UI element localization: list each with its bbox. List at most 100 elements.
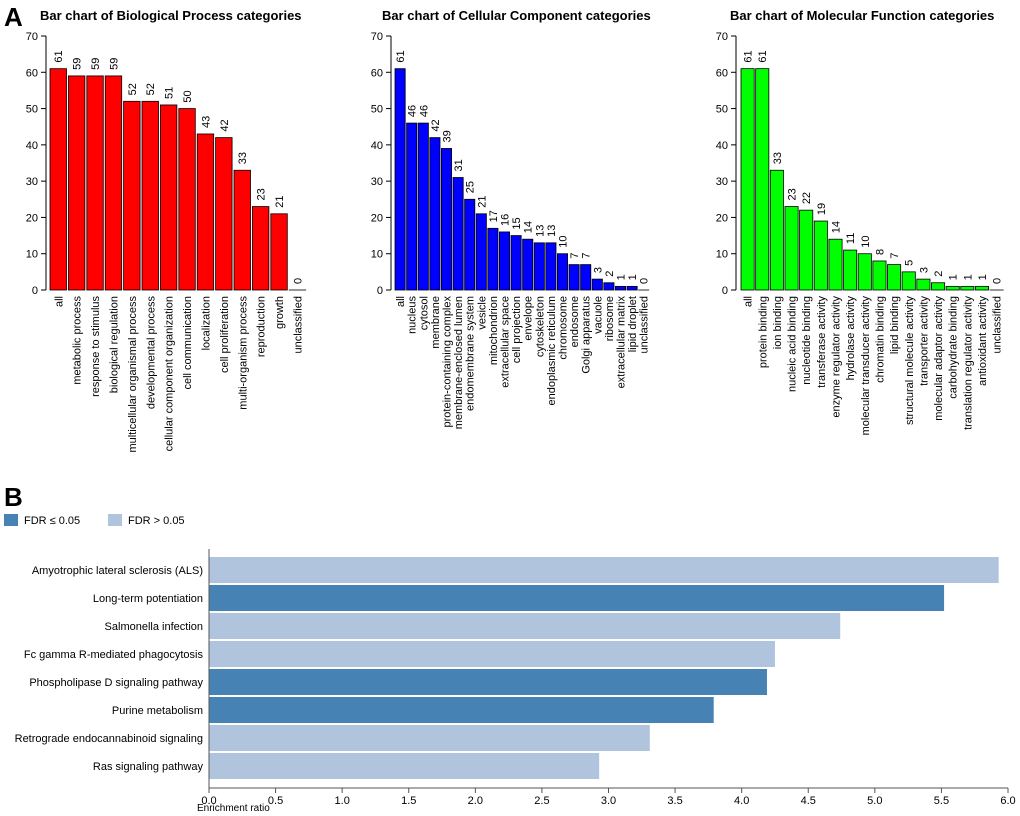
x-tick-label: molecular adaptor activity [933,296,945,421]
bar [975,285,990,291]
data-label: 61 [395,50,407,62]
data-label: 1 [977,274,989,280]
data-label: 14 [831,221,843,233]
y-tick-label: 0 [32,285,38,297]
bar [580,264,592,291]
bar [945,285,960,291]
chart-enrichment: FDR ≤ 0.05 FDR > 0.05 Amyotrophic lateral … [4,514,1016,814]
x-tick-label: chromosome [558,296,570,360]
x-tick-label: protein-containing complex [442,296,454,428]
x-tick-label: all [743,296,755,307]
y-tick-label: 50 [26,104,38,116]
bar [931,282,946,291]
x-tick-label: nucleic acid binding [787,296,799,392]
bar [215,137,233,291]
bar [104,75,123,291]
data-label: 39 [442,130,454,142]
y-tick-label: 50 [716,104,728,116]
data-label: 1 [962,274,974,280]
x-tick-label: envelope [523,296,535,341]
y-tick-label: Retrograde endocannabinoid signaling [15,733,203,745]
data-label: 19 [816,203,828,215]
data-label: 46 [407,105,419,117]
bar [68,75,86,291]
y-tick-label: Purine metabolism [112,705,203,717]
x-tick-label: cytoskeleton [534,296,546,357]
data-label: 46 [418,105,430,117]
data-label: 2 [604,271,616,277]
data-label: 59 [72,58,84,70]
bar [740,68,755,291]
data-label: 51 [164,87,176,99]
x-tick-label: 6.0 [1000,795,1015,807]
x-tick-label: extracellular space [500,296,512,388]
x-tick-label: endomembrane system [465,296,477,411]
x-tick-label: 2.5 [534,795,549,807]
x-tick-label: reproduction [256,296,268,357]
data-label: 17 [488,210,500,222]
x-tick-label: 0.0 [201,795,216,807]
bar [196,133,215,291]
bar [916,278,931,291]
data-label: 21 [274,196,286,208]
bar [123,100,141,291]
data-label: 2 [933,271,945,277]
x-tick-label: biological regulation [108,296,120,393]
chart-molecular-function: Bar chart of Molecular Function categori… [716,8,1004,435]
data-label: 31 [453,159,465,171]
data-label: 61 [53,50,65,62]
chart-title: Bar chart of Molecular Function categori… [730,8,994,23]
y-tick-label: 20 [26,212,38,224]
data-label: 16 [500,214,512,226]
chart-title: Bar chart of Cellular Component categori… [382,8,651,23]
y-tick-label: 70 [26,31,38,43]
bar [626,285,638,291]
data-label: 0 [639,278,651,284]
x-tick-label: lipid droplet [627,296,639,352]
x-tick-label: cellular component organization [164,296,176,451]
x-tick-label: ribosome [604,296,616,341]
y-tick-label: 50 [371,104,383,116]
data-label: 1 [616,274,628,280]
x-tick-label: response to stimulus [90,296,102,397]
data-label: 33 [237,152,249,164]
x-tick-label: structural molecule activity [904,296,916,425]
legend-swatch [108,514,122,526]
x-tick-label: cell projection [511,296,523,363]
bar [545,242,557,291]
x-tick-label: 4.5 [801,795,816,807]
bar [209,641,775,667]
x-tick-label: lipid binding [889,296,901,354]
y-tick-label: Amyotrophic lateral sclerosis (ALS) [32,565,203,577]
x-tick-label: 4.0 [734,795,749,807]
bar [487,227,499,291]
x-tick-label: extracellular matrix [616,296,628,389]
x-tick-label: 3.0 [601,795,616,807]
data-label: 7 [889,252,901,258]
y-tick-label: 70 [371,31,383,43]
y-tick-label: 30 [716,176,728,188]
y-tick-label: 30 [26,176,38,188]
bar [828,238,843,291]
bar [887,264,902,291]
data-label: 0 [292,278,304,284]
y-tick-label: 0 [722,285,728,297]
data-label: 7 [569,252,581,258]
bar [417,122,429,291]
bar [872,260,887,291]
bar [209,697,714,723]
x-tick-label: chromatin binding [874,296,886,383]
x-tick-label: translation regulator activity [962,296,974,430]
x-tick-label: 5.0 [867,795,882,807]
x-tick-label: vacuole [592,296,604,334]
bar [159,104,178,291]
legend-label: FDR > 0.05 [128,515,185,527]
y-tick-label: Salmonella infection [105,621,203,633]
x-tick-label: antioxidant activity [977,296,989,386]
bar [49,68,67,291]
bar [251,206,270,291]
y-tick-label: 40 [371,140,383,152]
bar [86,75,104,291]
data-label: 61 [757,50,769,62]
